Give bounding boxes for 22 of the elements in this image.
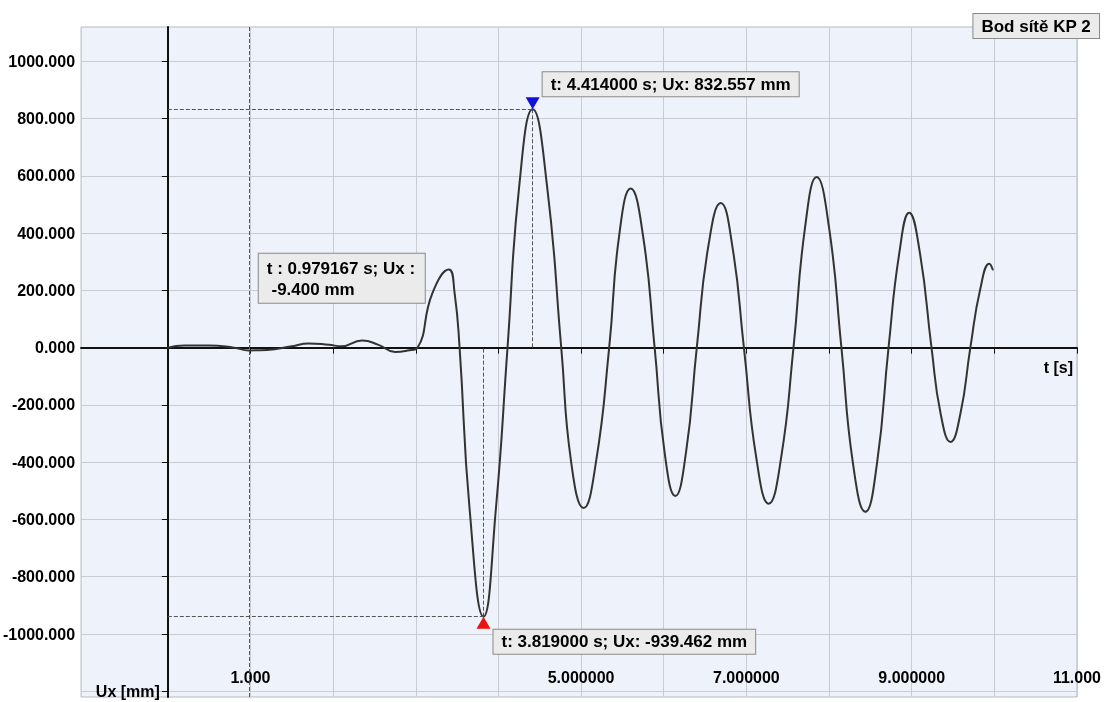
y-tick-label: 1000.000 [8, 52, 76, 70]
y-tick-label: -200.000 [11, 396, 76, 414]
y-tick-label: 0.000 [35, 339, 76, 357]
chart-title: Bod sítě KP 2 [981, 17, 1091, 36]
x-tick-label: 11.000 [1052, 668, 1102, 686]
y-tick-label: 200.000 [17, 281, 76, 299]
ref-line-label: t : 0.979167 s; Ux : -9.400 mm [266, 258, 416, 299]
annotation: t: 3.819000 s; Ux: -939.462 mm [501, 632, 748, 652]
y-tick-label: 600.000 [17, 167, 76, 185]
x-tick-label: 9.000000 [878, 668, 946, 686]
y-axis-title: Ux [mm] [95, 682, 160, 700]
x-tick-label: 7.000000 [713, 668, 780, 686]
x-axis-title: t [s] [1043, 359, 1073, 377]
y-tick-label: -400.000 [11, 453, 76, 471]
y-tick-label: -600.000 [11, 510, 76, 528]
x-tick-label: 5.000000 [547, 668, 615, 686]
y-tick-label: 800.000 [17, 110, 76, 128]
y-tick-label: -1000.000 [3, 625, 76, 643]
y-tick-label: 400.000 [17, 224, 76, 242]
y-tick-label: -800.000 [11, 568, 76, 586]
annotation: t: 4.414000 s; Ux: 832.557 mm [550, 74, 791, 94]
x-tick-label: 1.000 [230, 668, 271, 686]
